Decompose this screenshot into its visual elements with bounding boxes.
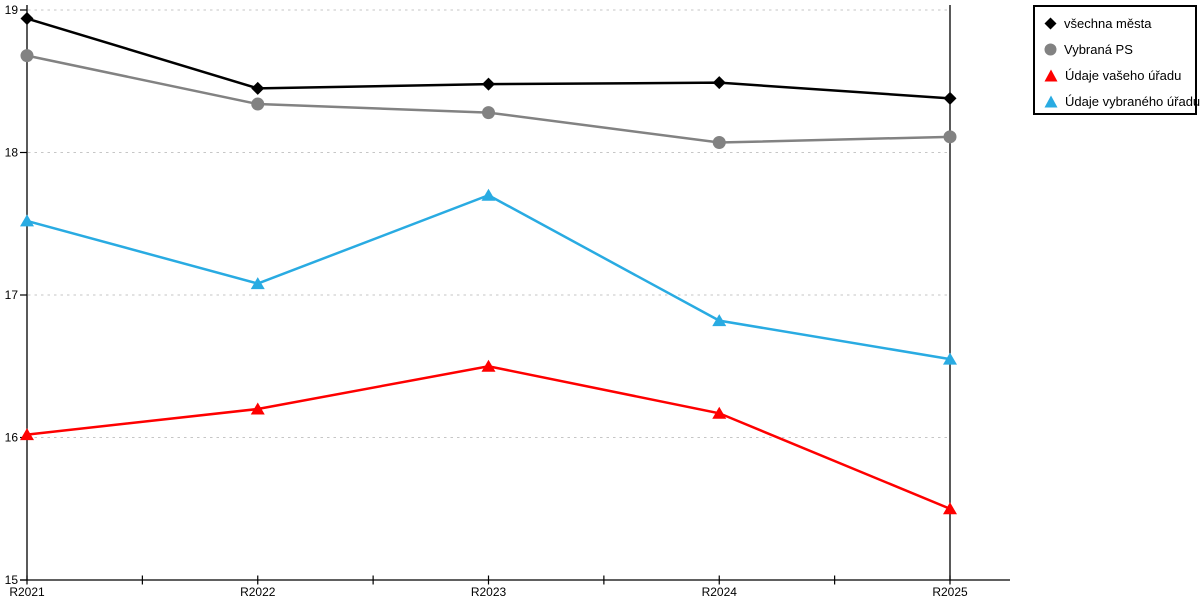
data-point xyxy=(20,214,34,227)
triangle-icon xyxy=(1044,69,1058,81)
data-point xyxy=(20,49,34,63)
x-tick-label-R2025: R2025 xyxy=(932,585,968,599)
line-chart: 15 16 17 18 19 R2021 R2022 R2023 R2024 R2025 xyxy=(5,3,1010,599)
data-point xyxy=(712,76,726,90)
legend-label: Údaje vašeho úřadu xyxy=(1065,67,1182,83)
data-point xyxy=(250,277,265,290)
data-point xyxy=(251,81,265,95)
series-line-3 xyxy=(26,193,951,361)
legend-item-vybrana-ps: Vybraná PS xyxy=(1044,36,1195,62)
data-point xyxy=(943,130,957,144)
data-point xyxy=(20,428,34,441)
data-point xyxy=(481,359,496,372)
data-point xyxy=(943,502,957,515)
data-point xyxy=(481,188,496,201)
data-point xyxy=(943,91,957,105)
y-tick-label-19: 19 xyxy=(5,3,19,17)
x-tick-label-R2022: R2022 xyxy=(240,585,276,599)
legend-item-udaje-vybraneho-uradu: Údaje vybraného úřadu xyxy=(1044,88,1200,114)
data-point xyxy=(712,314,727,327)
legend-item-udaje-vaseho-uradu: Údaje vašeho úřadu xyxy=(1044,62,1195,88)
diamond-icon xyxy=(1044,17,1057,29)
chart-legend: všechna města Vybraná PS Údaje vašeho úř… xyxy=(1033,5,1200,115)
y-tick-label-17: 17 xyxy=(5,288,19,302)
triangle-icon xyxy=(1044,95,1058,107)
legend-label: Vybraná PS xyxy=(1064,41,1133,57)
series-line-1 xyxy=(26,54,951,144)
y-tick-label-18: 18 xyxy=(5,146,19,160)
legend-label: Údaje vybraného úřadu xyxy=(1065,93,1200,109)
x-tick-label-R2024: R2024 xyxy=(702,585,738,599)
x-tick-label-R2023: R2023 xyxy=(471,585,507,599)
data-point xyxy=(712,406,727,419)
data-point xyxy=(712,136,726,150)
legend-item-vsechna-mesta: všechna města xyxy=(1044,10,1195,36)
data-point xyxy=(482,77,495,91)
data-point xyxy=(943,352,957,365)
x-tick-label-R2021: R2021 xyxy=(9,585,45,599)
legend-label: všechna města xyxy=(1064,15,1152,31)
circle-icon xyxy=(1044,43,1057,55)
data-point xyxy=(482,106,495,120)
data-point xyxy=(20,12,34,26)
y-tick-label-15: 15 xyxy=(5,573,19,587)
data-point xyxy=(250,402,265,415)
data-point xyxy=(251,97,265,111)
y-tick-label-16: 16 xyxy=(5,431,19,445)
